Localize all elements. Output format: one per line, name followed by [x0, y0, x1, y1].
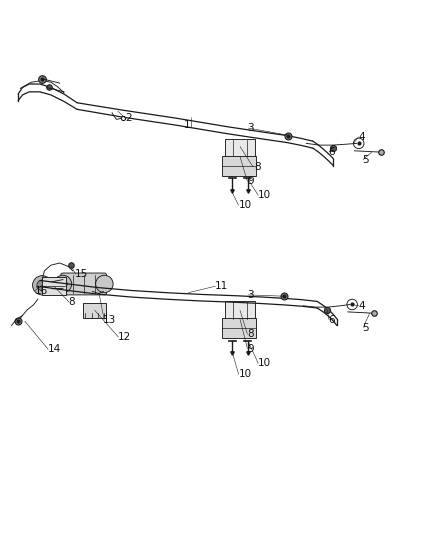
Text: 10: 10: [258, 190, 272, 200]
Text: 9: 9: [247, 344, 254, 353]
Text: 5: 5: [362, 155, 369, 165]
Text: 16: 16: [34, 286, 48, 295]
Circle shape: [347, 299, 357, 310]
FancyBboxPatch shape: [222, 156, 256, 176]
Text: 10: 10: [258, 358, 272, 368]
FancyBboxPatch shape: [222, 318, 256, 338]
Text: 3: 3: [247, 123, 254, 133]
Text: 14: 14: [47, 344, 60, 354]
FancyBboxPatch shape: [42, 277, 66, 295]
Text: 6: 6: [328, 147, 335, 157]
Text: 2: 2: [125, 113, 132, 123]
Circle shape: [37, 280, 47, 290]
Text: 15: 15: [75, 269, 88, 279]
Circle shape: [353, 138, 364, 149]
Text: 8: 8: [247, 329, 254, 339]
FancyBboxPatch shape: [83, 303, 106, 318]
Text: 9: 9: [247, 176, 254, 187]
FancyBboxPatch shape: [225, 139, 255, 157]
FancyBboxPatch shape: [61, 273, 106, 295]
Text: 4: 4: [359, 132, 365, 142]
Text: 6: 6: [328, 315, 335, 325]
Circle shape: [59, 280, 67, 288]
Circle shape: [54, 275, 72, 293]
FancyBboxPatch shape: [225, 302, 255, 320]
Text: 4: 4: [359, 301, 365, 311]
Circle shape: [32, 276, 52, 295]
Text: 10: 10: [239, 369, 252, 379]
Text: 8: 8: [68, 297, 75, 308]
Text: 13: 13: [103, 315, 117, 325]
Text: 1: 1: [184, 119, 191, 130]
Text: 11: 11: [215, 281, 228, 291]
Text: 12: 12: [118, 332, 131, 342]
Text: 10: 10: [239, 200, 252, 211]
Text: 8: 8: [254, 162, 261, 172]
Circle shape: [95, 275, 113, 293]
Text: 3: 3: [247, 290, 254, 300]
Text: 5: 5: [362, 322, 369, 333]
